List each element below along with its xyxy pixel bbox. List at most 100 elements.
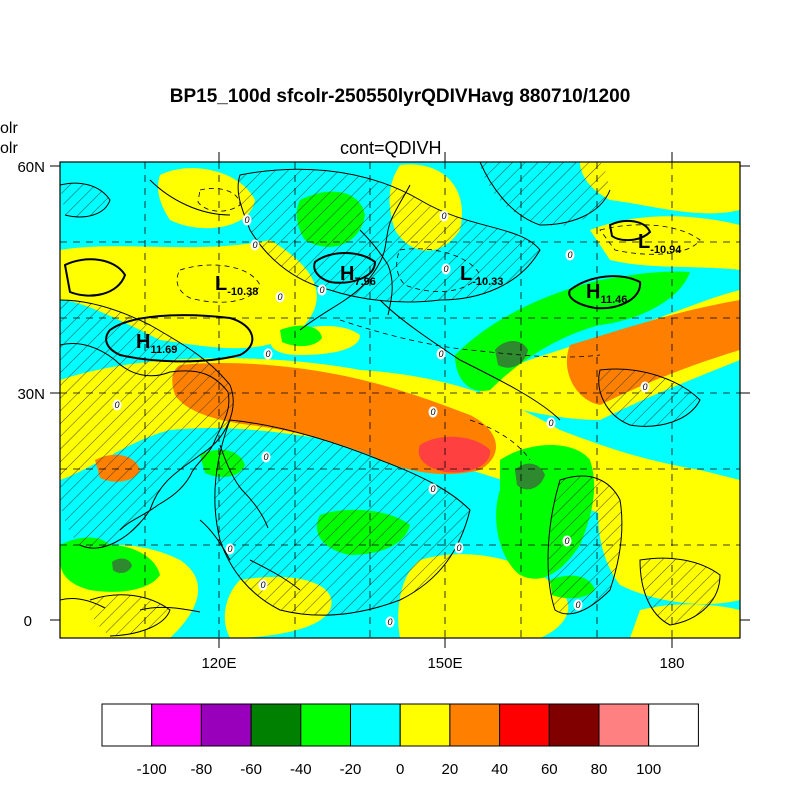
colorbar-box-0 [101,703,153,747]
dashed-contours [176,188,701,461]
contour-label-bg [263,348,273,360]
center-label-4: H11.46 [586,281,627,306]
center-value: 11.69 [150,344,177,356]
center-letter: H [136,331,150,353]
colorbar-box-5 [350,703,401,747]
colorbar-box-8 [499,703,550,747]
contour-label-bg [112,399,122,411]
contour-zero-label: 0 [227,544,232,554]
center-letter: H [586,281,600,303]
center-letter: L [215,273,227,295]
contour-zero-label: 0 [430,407,435,417]
graticule [60,162,740,638]
contour-lines [60,162,721,637]
plot-title: BP15_100d sfcolr-250550lyrQDIVHavg 88071… [169,86,631,107]
colorbar-box-7 [449,703,501,747]
contour-zero-labels: 0 0 0 0 0 0 0 0 0 0 0 0 0 0 0 0 0 0 0 0 0 [112,210,650,628]
contour-zero-label: 0 [564,536,569,546]
colorbar-box-10 [598,703,650,747]
contour-label-bg [565,249,575,261]
colorbar-label: -80 [191,761,213,778]
center-value: 11.46 [600,294,627,306]
lat-label-60n: 60N [17,159,45,176]
center-value: -10.94 [650,244,682,256]
lon-label-150e: 150E [427,655,462,672]
center-letter: H [340,263,354,285]
contour-label-bg [454,542,464,554]
contour-label-bg [242,214,252,226]
contour-zero-label: 0 [567,250,572,260]
contour-label-bg [562,535,572,547]
colorbar-label: 100 [636,761,661,778]
contour-zero-label: 0 [260,580,265,590]
colorbar-label: -20 [340,761,362,778]
contour-label-bg [640,381,650,393]
contour-zero-label: 0 [642,382,647,392]
colorbar-box-6 [399,703,451,747]
contour-zero-label: 0 [430,484,435,494]
colorbar-label: 0 [396,761,404,778]
center-label-3: L-10.94 [638,231,682,256]
contour-label-bg [225,543,235,555]
contour-zero-label: 0 [548,418,553,428]
contour-label-bg [428,483,438,495]
contour-label-bg [573,599,583,611]
lon-label-180: 180 [659,655,684,672]
colorbar-box-11 [648,703,699,747]
contour-label-bg [436,348,446,360]
contour-label-bg [385,616,395,628]
colorbar-label: 40 [491,761,508,778]
colorbar-label: -60 [240,761,262,778]
contour-label-bg [428,406,438,418]
colorbar-box-9 [548,703,600,747]
lat-label-30n: 30N [17,386,45,403]
contour-label-bg [258,579,268,591]
center-value: -10.38 [227,286,258,298]
colorbar-box-2 [200,703,252,747]
left-label-fragment-bottom: olr [0,140,18,157]
contour-label-bg [441,263,451,275]
contour-zero-label: 0 [441,211,446,221]
map-area [60,162,740,638]
colorbar-box-4 [300,703,351,747]
colorbar-label: 20 [442,761,459,778]
contour-zero-label: 0 [387,617,392,627]
center-label-5: H11.69 [136,331,177,356]
colorbar-label: 60 [541,761,558,778]
contour-zero-label: 0 [438,349,443,359]
left-label-fragment-top: olr [0,120,18,137]
center-label-0: L-10.38 [215,273,258,298]
center-label-2: L-10.33 [460,263,503,288]
contour-zero-label: 0 [456,543,461,553]
coastlines [60,184,411,613]
contour-zero-label: 0 [265,349,270,359]
contour-zero-label: 0 [319,285,324,295]
contour-zero-label: 0 [263,452,268,462]
contour-label-bg [261,451,271,463]
contour-subtitle: cont=QDIVH [340,138,442,158]
contour-label-bg [546,417,556,429]
map-border [59,161,741,639]
contour-label-bg [275,291,285,303]
contour-zero-label: 0 [443,264,448,274]
contour-label-bg [439,210,449,222]
colorbar: -100 -80 -60 -40 -20 0 20 40 60 80 100 [101,703,699,778]
center-letter: L [460,263,472,285]
center-label-1: H7.96 [340,263,376,288]
center-letter: L [638,231,650,253]
center-value: 7.96 [354,276,375,288]
contour-zero-label: 0 [114,400,119,410]
contour-zero-label: 0 [252,240,257,250]
axis-ticks [50,152,750,648]
colorbar-box-3 [250,703,302,747]
colorbar-label: -40 [290,761,312,778]
colorbar-box-1 [151,703,202,747]
contour-label-bg [250,239,260,251]
contour-zero-label: 0 [575,600,580,610]
lon-label-120e: 120E [201,655,236,672]
lat-label-0: 0 [24,613,32,630]
contour-zero-label: 0 [244,215,249,225]
contour-zero-label: 0 [277,292,282,302]
contour-label-bg [317,284,327,296]
